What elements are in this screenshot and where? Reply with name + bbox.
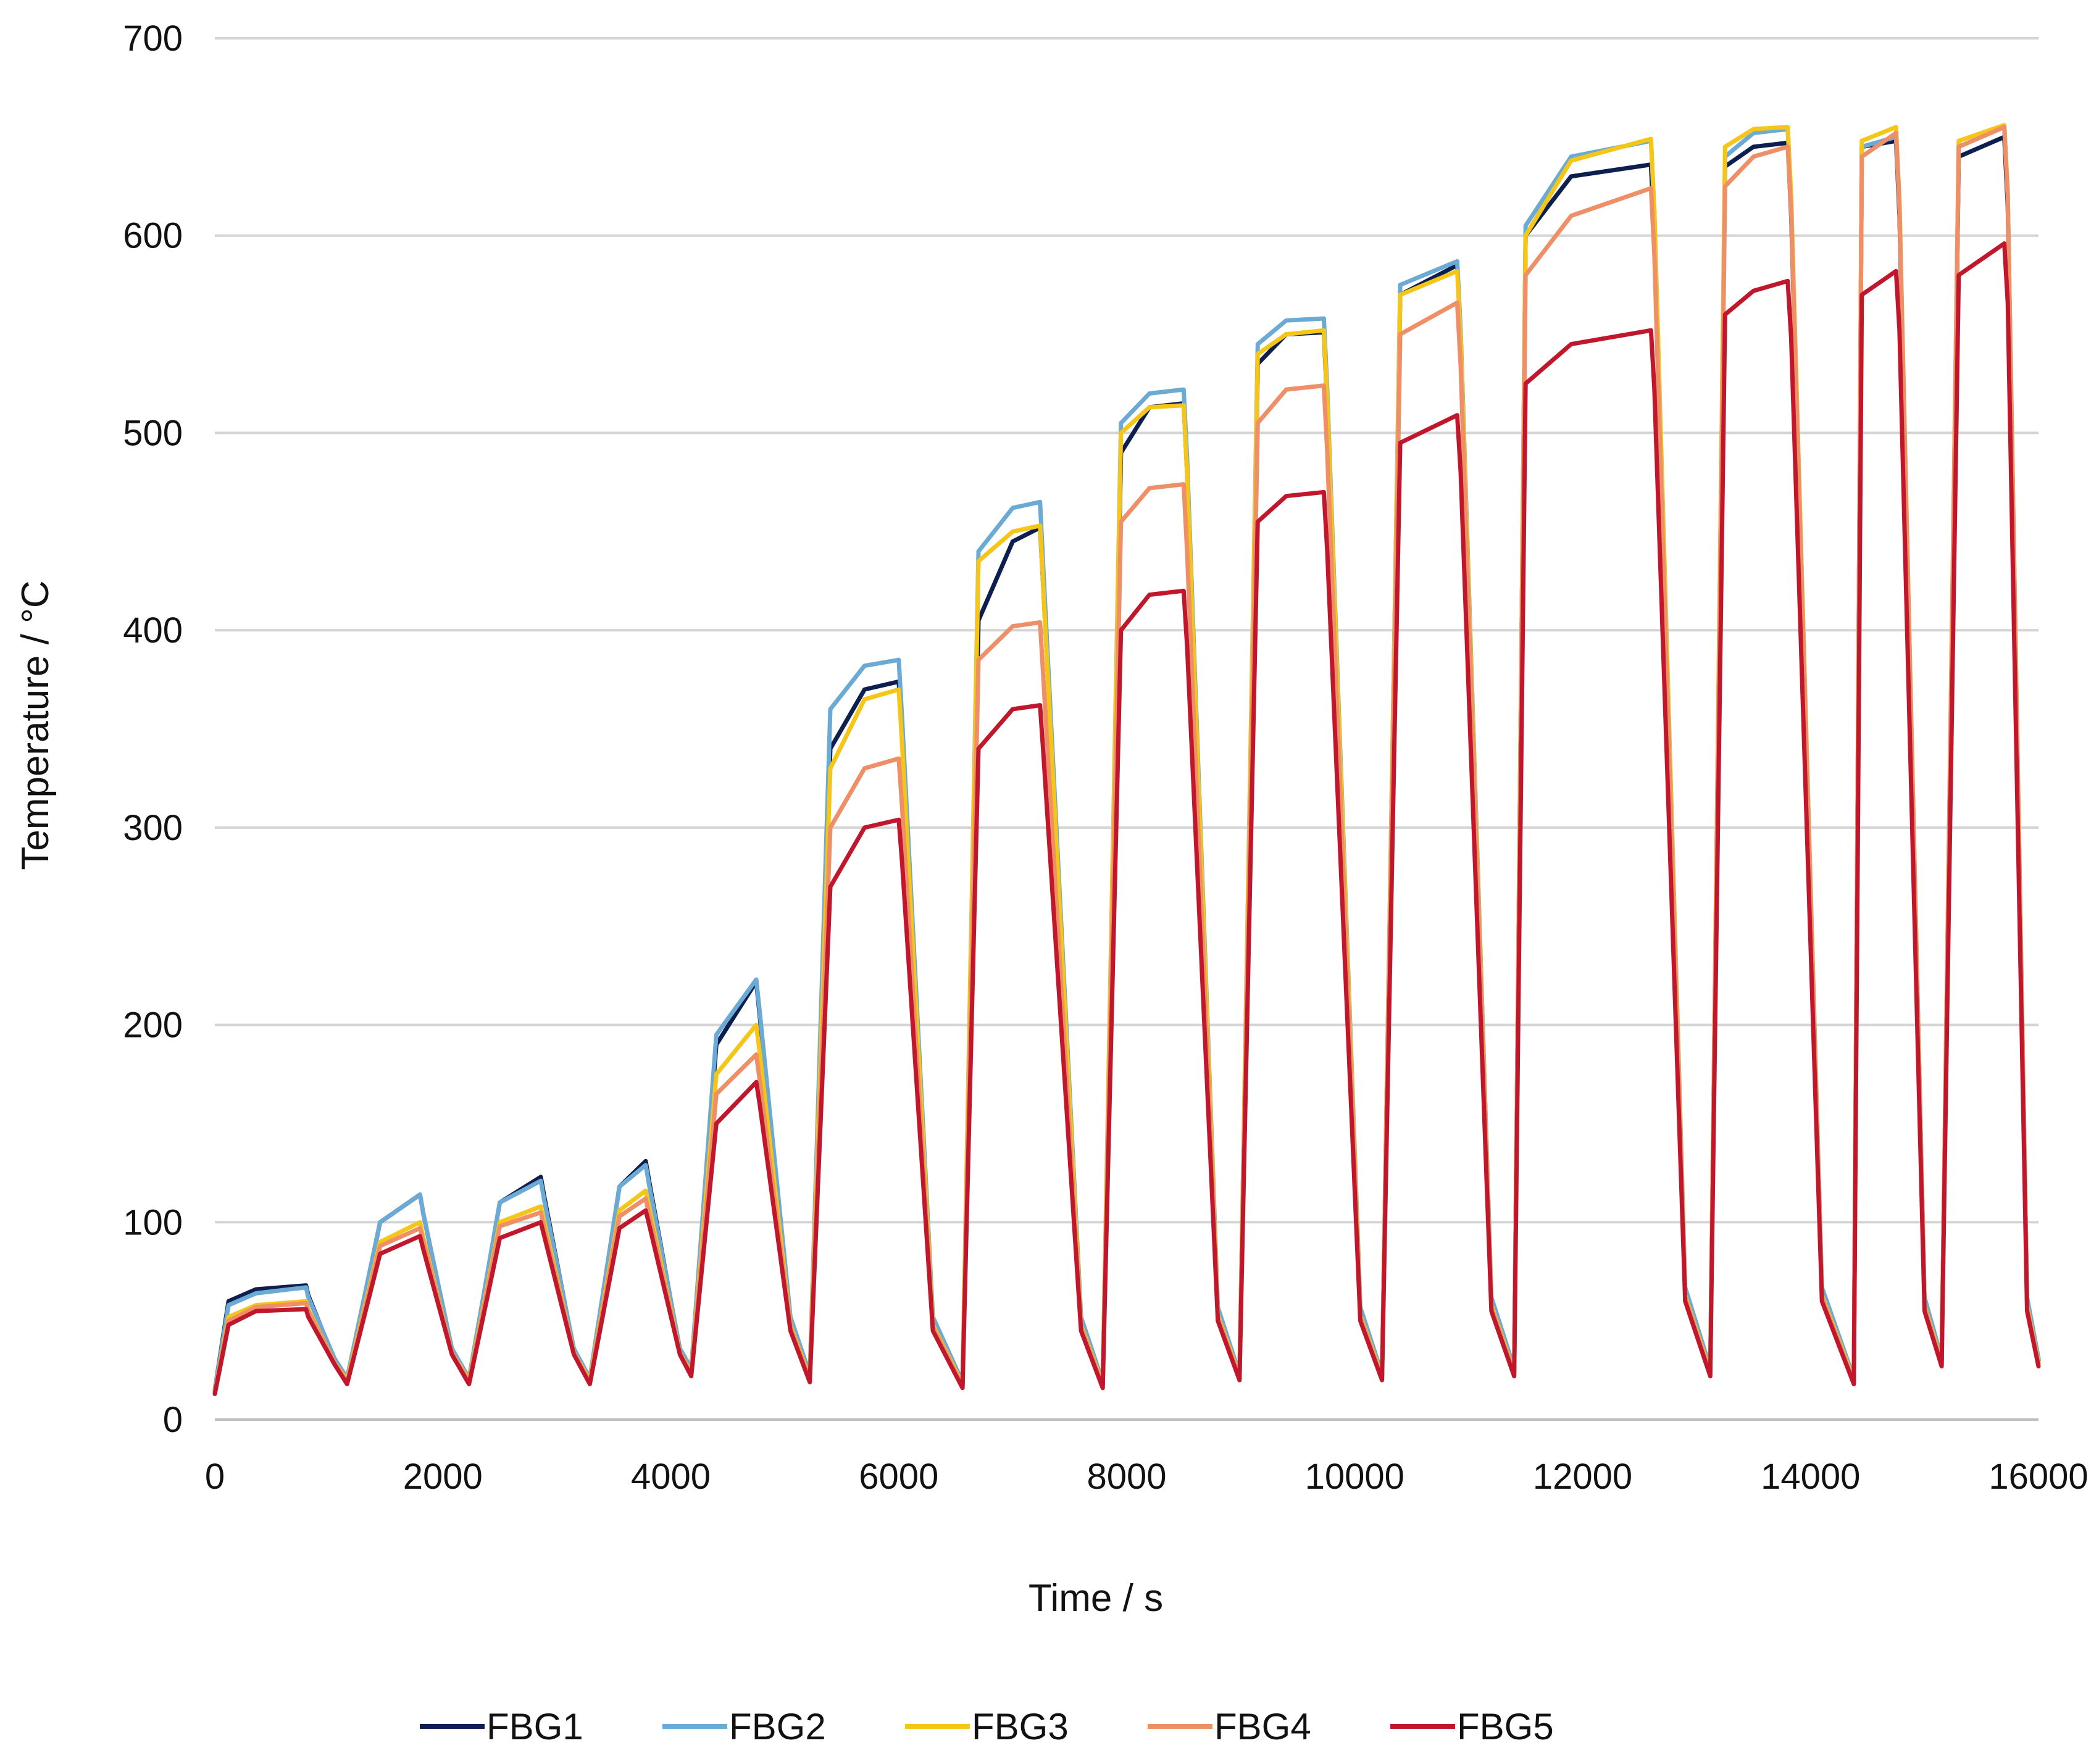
- series-line-fbg2: [212, 125, 2041, 1392]
- y-tick-label: 400: [123, 610, 183, 651]
- legend-label: FBG3: [972, 1706, 1069, 1747]
- y-axis-title: Temperature / °C: [14, 580, 57, 870]
- legend-label: FBG2: [729, 1706, 826, 1747]
- y-tick-label: 100: [123, 1202, 183, 1242]
- series-line-fbg1: [212, 135, 2041, 1392]
- legend-label: FBG4: [1214, 1706, 1311, 1747]
- legend-label: FBG5: [1457, 1706, 1554, 1747]
- series-line-fbg4: [212, 125, 2041, 1394]
- x-tick-label: 14000: [1761, 1457, 1860, 1497]
- legend-item-fbg5: FBG5: [1390, 1706, 1554, 1747]
- x-tick-label: 8000: [1087, 1457, 1166, 1497]
- x-tick-label: 16000: [1988, 1457, 2088, 1497]
- legend: FBG1 FBG2 FBG3 FBG4 FBG5: [420, 1706, 1554, 1747]
- y-tick-label: 0: [163, 1400, 183, 1440]
- gridlines: [215, 37, 2038, 1224]
- x-tick-label: 10000: [1305, 1457, 1404, 1497]
- series-lines: [212, 123, 2041, 1396]
- series-line-fbg5: [212, 241, 2041, 1396]
- y-tick-label: 200: [123, 1005, 183, 1046]
- y-axis-tick-labels: 0 100 200 300 400 500 600 700: [123, 19, 183, 1440]
- y-tick-label: 600: [123, 216, 183, 256]
- y-tick-label: 300: [123, 808, 183, 848]
- y-tick-label: 500: [123, 413, 183, 453]
- x-axis-title: Time / s: [1029, 1577, 1163, 1620]
- x-tick-label: 2000: [403, 1457, 483, 1497]
- x-tick-label: 0: [205, 1457, 225, 1497]
- x-axis-tick-labels: 0 2000 4000 6000 8000 10000 12000 14000 16000: [205, 1457, 2089, 1497]
- legend-item-fbg4: FBG4: [1148, 1706, 1311, 1747]
- legend-label: FBG1: [486, 1706, 583, 1747]
- y-tick-label: 700: [123, 19, 183, 59]
- legend-item-fbg1: FBG1: [420, 1706, 583, 1747]
- legend-item-fbg2: FBG2: [662, 1706, 826, 1747]
- x-tick-label: 6000: [859, 1457, 938, 1497]
- series-line-fbg3: [212, 123, 2041, 1394]
- x-tick-label: 12000: [1533, 1457, 1632, 1497]
- legend-item-fbg3: FBG3: [905, 1706, 1069, 1747]
- x-tick-label: 4000: [631, 1457, 711, 1497]
